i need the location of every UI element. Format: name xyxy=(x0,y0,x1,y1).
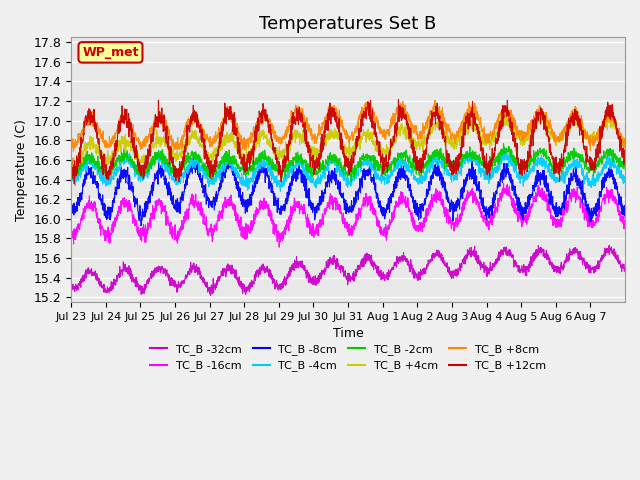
Y-axis label: Temperature (C): Temperature (C) xyxy=(15,119,28,221)
Title: Temperatures Set B: Temperatures Set B xyxy=(259,15,436,33)
X-axis label: Time: Time xyxy=(333,327,364,340)
Legend: TC_B -32cm, TC_B -16cm, TC_B -8cm, TC_B -4cm, TC_B -2cm, TC_B +4cm, TC_B +8cm, T: TC_B -32cm, TC_B -16cm, TC_B -8cm, TC_B … xyxy=(146,340,550,376)
Text: WP_met: WP_met xyxy=(82,46,139,59)
